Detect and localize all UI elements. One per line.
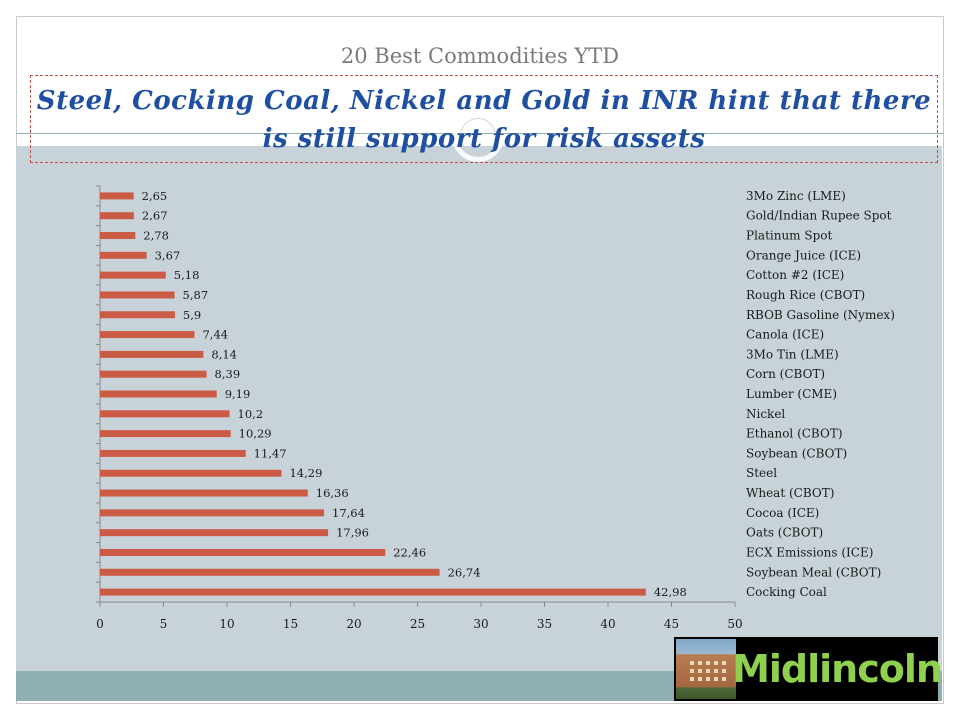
category-label-1: Gold/Indian Rupee Spot [746,209,892,223]
x-tick-label-2: 10 [219,617,234,631]
bar-4 [100,271,166,279]
category-label-10: Lumber (CME) [746,387,837,401]
bar-10 [100,390,217,398]
x-tick-label-10: 50 [727,617,742,631]
x-tick-label-4: 20 [346,617,361,631]
value-label-14: 14,29 [289,466,322,480]
category-label-12: Ethanol (CBOT) [746,427,843,441]
category-label-7: Canola (ICE) [746,328,824,342]
category-label-15: Wheat (CBOT) [746,486,834,500]
midlincoln-logo: Midlincoln [674,637,943,701]
x-tick-label-8: 40 [600,617,615,631]
value-label-18: 22,46 [393,545,426,559]
value-label-16: 17,64 [332,506,365,520]
bar-7 [100,331,195,339]
category-label-11: Nickel [746,407,785,421]
slide-title: 20 Best Commodities YTD [340,44,620,68]
chart-value-labels: 2,65 2,67 2,78 3,67 5,18 5,87 5,97,44 8,14 8,39 9… [142,189,687,599]
value-label-5: 5,87 [183,288,209,302]
logo-text-box: Midlincoln [732,639,943,699]
category-label-8: 3Mo Tin (LME) [746,347,839,361]
chart-x-ticks: 0 5 10 15 20 25 30 35 40 45 50 [96,602,743,631]
bar-20 [100,588,646,596]
chart-bars [100,192,646,596]
logo-text: Midlincoln [732,647,943,691]
value-label-0: 2,65 [142,189,168,203]
bar-15 [100,489,308,497]
value-label-3: 3,67 [155,248,181,262]
chart-panel [16,146,942,671]
category-label-6: RBOB Gasoline (Nymex) [746,308,895,322]
category-label-0: 3Mo Zinc (LME) [746,189,846,203]
x-tick-label-7: 35 [537,617,552,631]
category-label-4: Cotton #2 (ICE) [746,268,844,282]
category-label-17: Oats (CBOT) [746,526,823,540]
bar-6 [100,311,175,319]
bar-5 [100,291,175,299]
decorative-ring-inner [460,118,496,154]
category-label-14: Steel [746,466,777,480]
value-label-15: 16,36 [316,486,349,500]
x-tick-label-5: 25 [410,617,425,631]
bar-13 [100,449,246,457]
x-tick-label-6: 30 [473,617,488,631]
bar-8 [100,350,204,358]
category-label-3: Orange Juice (ICE) [746,248,861,262]
value-label-19: 26,74 [448,565,481,579]
value-label-6: 5,9 [183,308,201,322]
bar-18 [100,548,386,556]
value-label-1: 2,67 [142,209,168,223]
headline-text: Steel, Cocking Coal, Nickel and Gold in … [36,86,932,154]
building-photo [676,639,736,699]
category-label-2: Platinum Spot [746,229,833,243]
category-label-20: Cocking Coal [746,585,827,599]
category-label-18: ECX Emissions (ICE) [746,545,873,559]
x-tick-label-3: 15 [283,617,298,631]
value-label-7: 7,44 [202,328,228,342]
value-label-9: 8,39 [215,367,241,381]
bar-2 [100,232,136,240]
category-label-13: Soybean (CBOT) [746,446,847,460]
chart-category-labels: 3Mo Zinc (LME) Gold/Indian Rupee Spot Plat… [746,189,895,599]
bar-19 [100,568,440,576]
bar-11 [100,410,230,418]
bar-16 [100,509,325,517]
bar-9 [100,370,207,378]
category-label-19: Soybean Meal (CBOT) [746,565,881,579]
value-label-13: 11,47 [254,446,287,460]
bar-17 [100,529,329,537]
value-label-17: 17,96 [336,526,369,540]
bar-12 [100,430,231,438]
bar-14 [100,469,282,477]
category-label-5: Rough Rice (CBOT) [746,288,865,302]
x-tick-label-1: 5 [160,617,168,631]
bar-3 [100,251,147,259]
value-label-10: 9,19 [225,387,251,401]
value-label-20: 42,98 [654,585,687,599]
value-label-12: 10,29 [239,427,272,441]
decorative-ring [452,110,504,162]
bar-1 [100,212,134,220]
headline-box [30,75,938,163]
x-tick-label-9: 45 [664,617,679,631]
category-label-16: Cocoa (ICE) [746,506,819,520]
value-label-8: 8,14 [211,347,237,361]
x-tick-label-0: 0 [96,617,104,631]
value-label-11: 10,2 [238,407,264,421]
value-label-2: 2,78 [143,229,169,243]
category-label-9: Corn (CBOT) [746,367,825,381]
bar-0 [100,192,134,200]
value-label-4: 5,18 [174,268,200,282]
